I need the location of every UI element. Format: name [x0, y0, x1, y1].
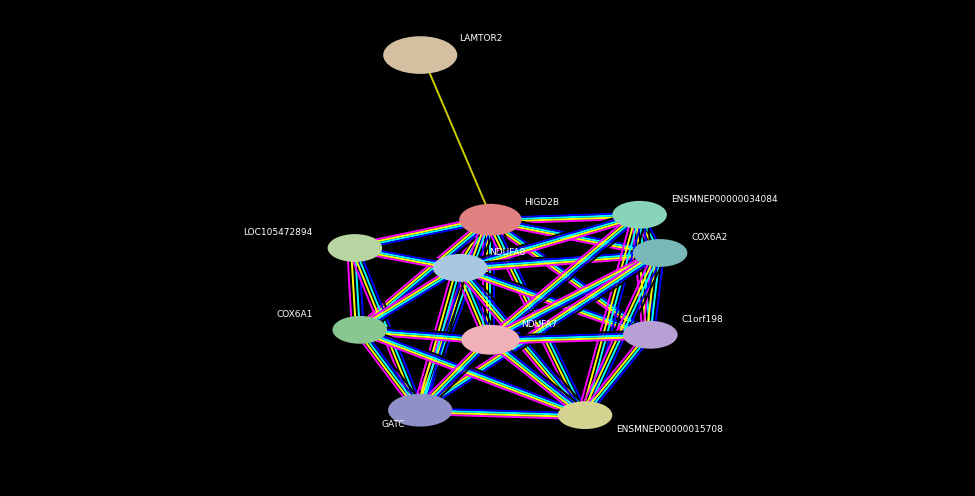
Circle shape: [383, 36, 457, 74]
Text: ENSMNEP00000015708: ENSMNEP00000015708: [616, 425, 723, 434]
Circle shape: [328, 234, 382, 262]
Circle shape: [623, 321, 678, 349]
Text: GATC: GATC: [381, 420, 405, 429]
Circle shape: [558, 401, 612, 429]
Text: COX6A2: COX6A2: [691, 233, 727, 242]
Text: NDUFA8: NDUFA8: [489, 248, 526, 257]
Text: LOC105472894: LOC105472894: [243, 228, 312, 237]
Circle shape: [461, 325, 520, 355]
Text: C1orf198: C1orf198: [682, 315, 723, 324]
Circle shape: [388, 394, 452, 427]
Text: ENSMNEP00000034084: ENSMNEP00000034084: [671, 195, 777, 204]
Circle shape: [433, 254, 488, 282]
Text: LAMTOR2: LAMTOR2: [459, 34, 502, 43]
Circle shape: [612, 201, 667, 229]
Text: NDUFA7: NDUFA7: [522, 320, 558, 329]
Circle shape: [633, 239, 687, 267]
Circle shape: [332, 316, 387, 344]
Text: HIGD2B: HIGD2B: [525, 198, 560, 207]
Circle shape: [459, 204, 522, 236]
Text: COX6A1: COX6A1: [277, 310, 313, 319]
